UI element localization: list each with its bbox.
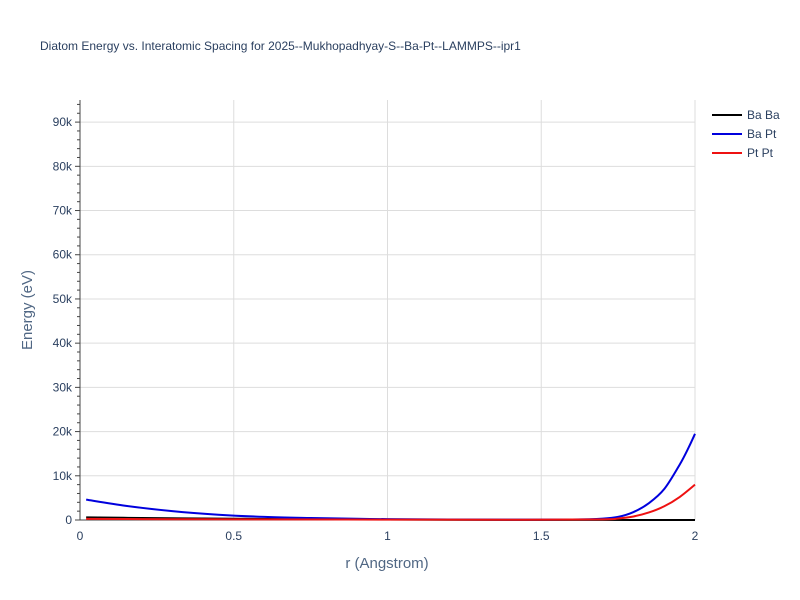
y-tick-label: 80k [53, 159, 73, 173]
y-tick-label: 50k [53, 292, 73, 306]
legend-label: Ba Ba [747, 108, 780, 122]
y-tick-label: 90k [53, 115, 73, 129]
legend[interactable]: Ba Ba Ba Pt Pt Pt [712, 108, 780, 160]
y-tick-label: 60k [53, 248, 73, 262]
grid [80, 100, 696, 520]
y-tick-label: 40k [53, 336, 73, 350]
x-tick-label: 0.5 [225, 529, 242, 543]
legend-item-ba-pt[interactable]: Ba Pt [712, 127, 777, 141]
x-tick-label: 0 [77, 529, 84, 543]
tick-labels: 0 0.5 1 1.5 2 0 10k 20k 30k 40k 50k 60k 70k 80k 90k [53, 115, 699, 543]
y-tick-label: 10k [53, 469, 73, 483]
x-tick-label: 2 [692, 529, 699, 543]
x-axis-title: r (Angstrom) [345, 555, 428, 572]
chart-title: Diatom Energy vs. Interatomic Spacing fo… [40, 39, 521, 53]
series-line-ba-pt [85, 433, 696, 521]
legend-label: Pt Pt [747, 146, 774, 160]
plot-lines [85, 433, 696, 521]
legend-item-pt-pt[interactable]: Pt Pt [712, 146, 774, 160]
x-tick-label: 1 [384, 529, 391, 543]
x-tick-label: 1.5 [533, 529, 550, 543]
y-tick-label: 20k [53, 425, 73, 439]
y-tick-label: 30k [53, 380, 73, 394]
axes [75, 100, 695, 521]
legend-label: Ba Pt [747, 127, 777, 141]
y-tick-label: 70k [53, 204, 73, 218]
y-tick-label: 0 [65, 513, 72, 527]
series-line-pt-pt [86, 483, 696, 521]
legend-item-ba-ba[interactable]: Ba Ba [712, 108, 780, 122]
y-axis-title: Energy (eV) [19, 270, 36, 350]
